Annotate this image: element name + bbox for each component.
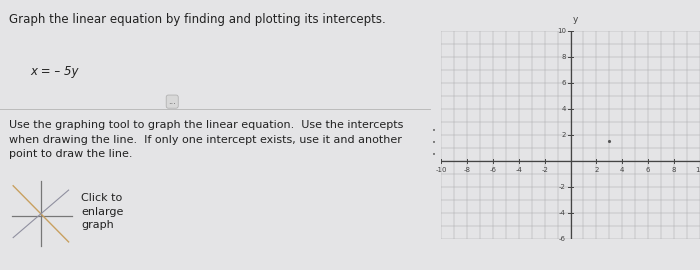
- Text: •: •: [432, 140, 436, 146]
- Text: Use the graphing tool to graph the linear equation.  Use the intercepts
when dra: Use the graphing tool to graph the linea…: [8, 120, 403, 159]
- Text: x = – 5y: x = – 5y: [30, 65, 78, 78]
- Text: -8: -8: [463, 167, 470, 173]
- Text: -10: -10: [435, 167, 447, 173]
- Text: 2: 2: [594, 167, 598, 173]
- Text: 6: 6: [561, 80, 566, 86]
- Text: 4: 4: [620, 167, 624, 173]
- Text: -4: -4: [559, 210, 566, 216]
- Text: 8: 8: [672, 167, 676, 173]
- Text: y: y: [573, 15, 577, 24]
- Text: -6: -6: [559, 236, 566, 242]
- Text: Click to
enlarge
graph: Click to enlarge graph: [81, 194, 123, 230]
- Text: -6: -6: [489, 167, 496, 173]
- Text: 4: 4: [561, 106, 566, 112]
- Text: 10: 10: [557, 28, 566, 34]
- Text: •: •: [432, 128, 436, 134]
- Text: 6: 6: [646, 167, 650, 173]
- Text: Graph the linear equation by finding and plotting its intercepts.: Graph the linear equation by finding and…: [8, 14, 386, 26]
- Text: -2: -2: [559, 184, 566, 190]
- Text: 10: 10: [696, 167, 700, 173]
- Text: 8: 8: [561, 54, 566, 60]
- Text: -4: -4: [515, 167, 522, 173]
- Text: 2: 2: [561, 132, 566, 138]
- Text: ...: ...: [168, 97, 176, 106]
- Text: -2: -2: [541, 167, 548, 173]
- Text: •: •: [432, 152, 436, 158]
